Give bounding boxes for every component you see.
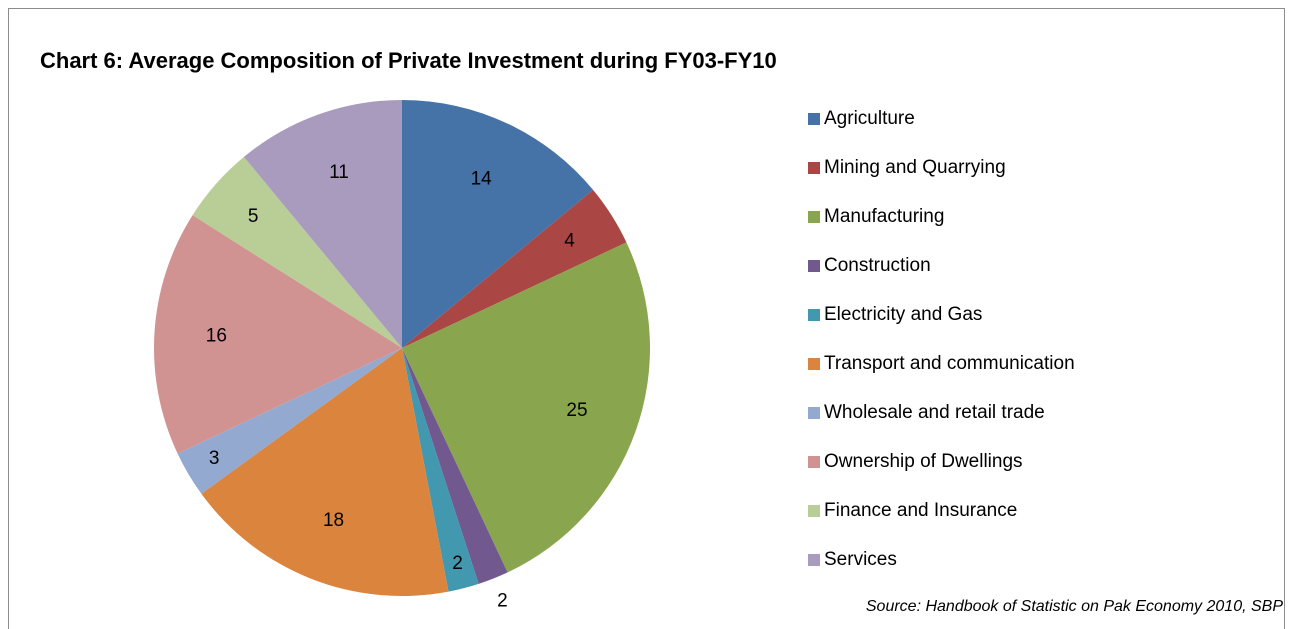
pie-slice [177, 348, 402, 494]
legend-label: Manufacturing [824, 206, 944, 227]
pie-slice [402, 189, 627, 348]
legend-swatch [808, 358, 820, 370]
legend-swatch [808, 407, 820, 419]
data-label: 25 [566, 400, 587, 421]
data-label: 18 [323, 510, 344, 531]
legend-swatch [808, 260, 820, 272]
legend-swatch [808, 211, 820, 223]
legend-label: Transport and communication [824, 353, 1075, 374]
pie-slice [192, 156, 402, 348]
data-label: 2 [452, 553, 463, 574]
legend-swatch [808, 309, 820, 321]
pie-slice [154, 215, 402, 454]
pie-slice [402, 348, 508, 584]
data-label: 14 [471, 169, 493, 190]
data-label: 11 [329, 162, 349, 183]
data-label: 4 [564, 231, 575, 252]
chart-title: Chart 6: Average Composition of Private … [40, 48, 777, 73]
legend-swatch [808, 554, 820, 566]
legend-label: Electricity and Gas [824, 304, 982, 325]
source-note: Source: Handbook of Statistic on Pak Eco… [866, 598, 1283, 615]
legend-label: Mining and Quarrying [824, 157, 1006, 178]
data-label: 16 [206, 325, 227, 346]
pie-slice [402, 242, 650, 573]
pie-slice [402, 100, 594, 348]
legend-label: Services [824, 549, 897, 570]
chart-frame [8, 8, 1285, 629]
legend-swatch [808, 456, 820, 468]
data-label: 5 [248, 206, 259, 227]
legend-label: Construction [824, 255, 931, 276]
legend-swatch [808, 162, 820, 174]
pie-slice [402, 348, 479, 592]
legend-label: Ownership of Dwellings [824, 451, 1023, 472]
data-label: 2 [497, 591, 508, 612]
legend-label: Finance and Insurance [824, 500, 1017, 521]
pie-slice [243, 100, 402, 348]
data-label: 3 [209, 448, 220, 469]
pie-slice [201, 348, 449, 596]
legend-swatch [808, 113, 820, 125]
legend-label: Wholesale and retail trade [824, 402, 1045, 423]
legend-label: Agriculture [824, 108, 915, 129]
legend-swatch [808, 505, 820, 517]
